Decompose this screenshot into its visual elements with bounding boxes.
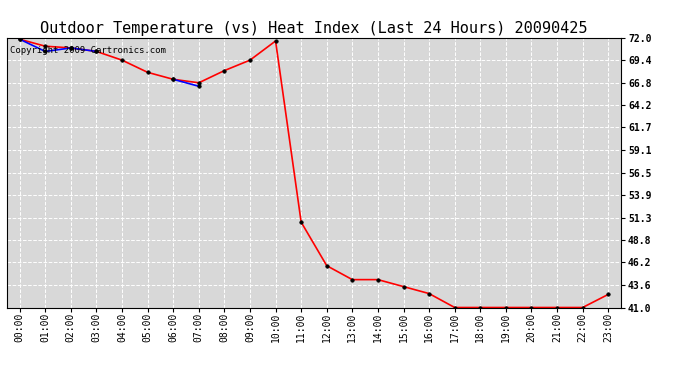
Title: Outdoor Temperature (vs) Heat Index (Last 24 Hours) 20090425: Outdoor Temperature (vs) Heat Index (Las… bbox=[40, 21, 588, 36]
Text: Copyright 2009 Cartronics.com: Copyright 2009 Cartronics.com bbox=[10, 46, 166, 55]
